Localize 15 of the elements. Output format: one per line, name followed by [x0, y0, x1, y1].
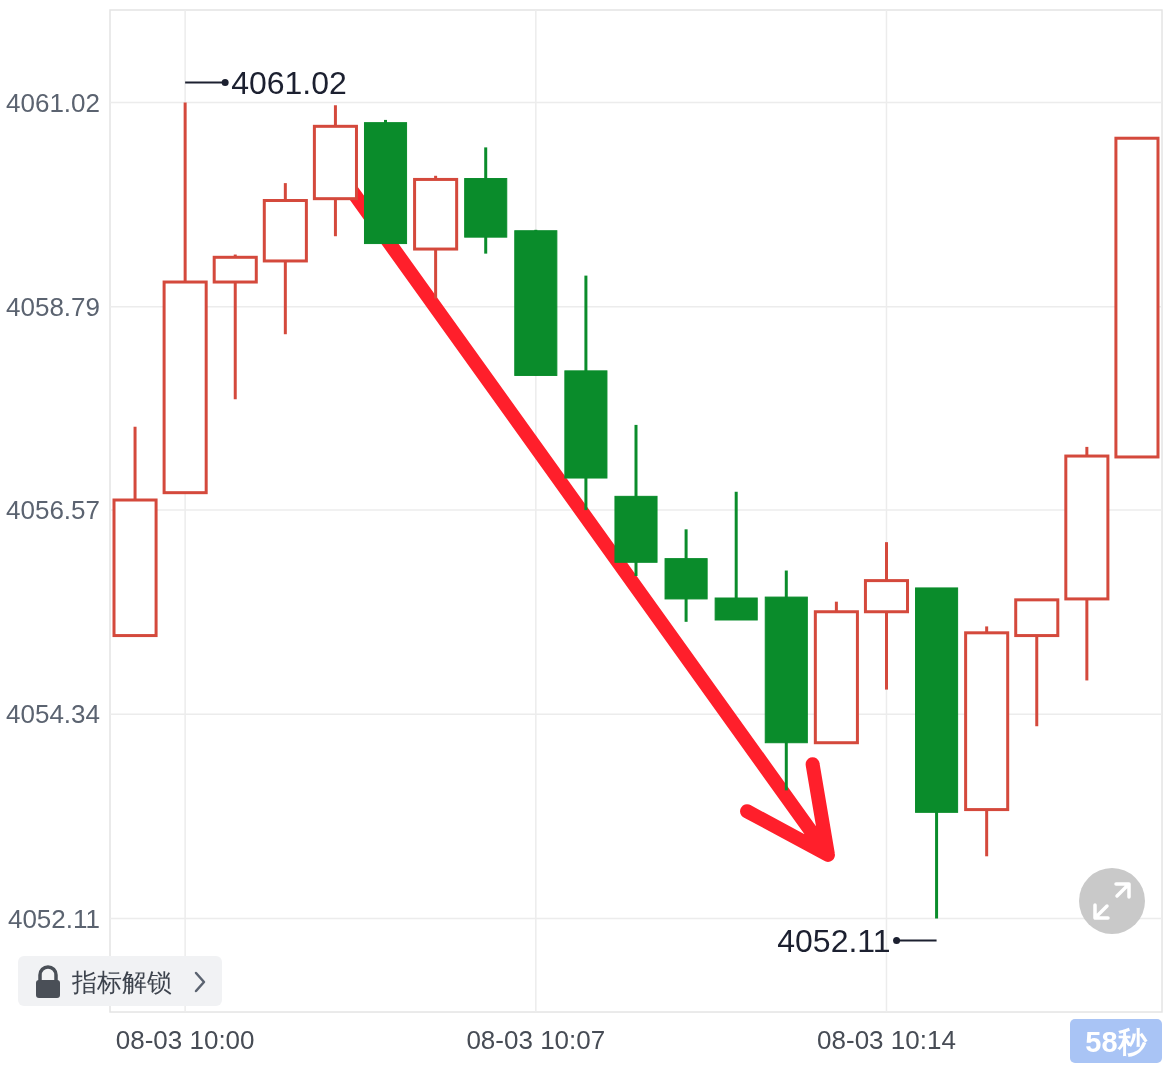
- badge: 58秒: [1070, 1019, 1162, 1063]
- y-tick-label: 4052.11: [7, 903, 100, 934]
- marker-label: 4052.11: [777, 922, 938, 959]
- y-tick-label: 4058.79: [6, 291, 100, 322]
- y-tick-label: 4054.34: [6, 699, 100, 730]
- annotation: 指标解锁: [71, 968, 172, 996]
- marker-label: 4061.02: [184, 64, 347, 101]
- x-tick-label: 08-03 10:07: [466, 1025, 606, 1055]
- button: 指标解锁: [18, 956, 222, 1006]
- x-tick-label: 08-03 10:14: [817, 1025, 956, 1055]
- annotation: 4052.11: [777, 922, 891, 959]
- x-tick-label: 08-03 10:00: [115, 1025, 255, 1055]
- annotation: 4061.02: [231, 64, 347, 101]
- y-tick-label: 4056.57: [6, 495, 100, 526]
- y-tick-label: 4061.02: [6, 87, 100, 118]
